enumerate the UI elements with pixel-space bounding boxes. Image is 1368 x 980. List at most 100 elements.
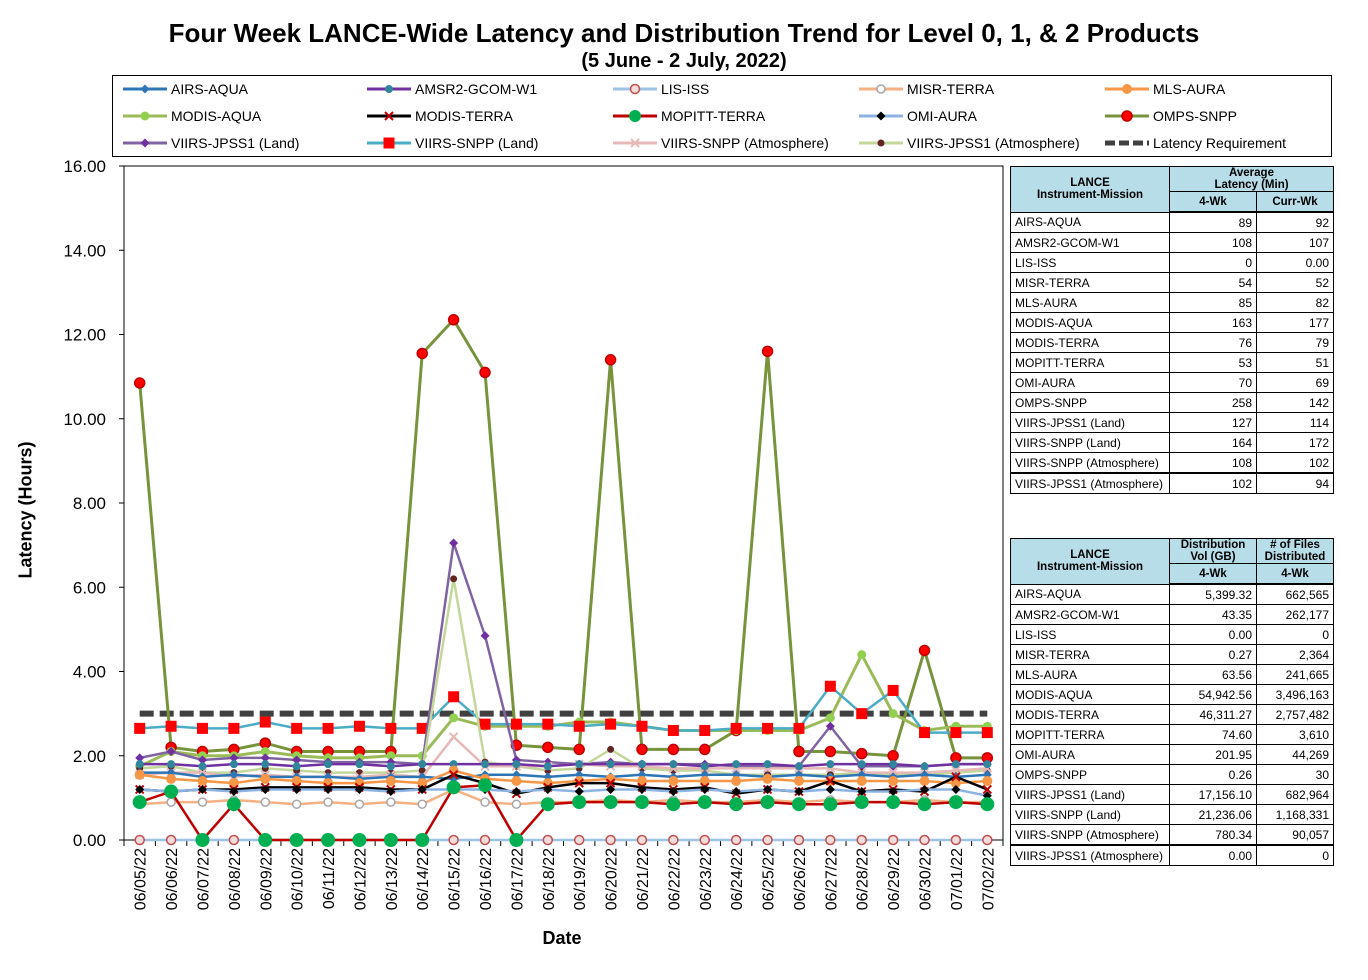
latency-cell-wk4: 53: [1169, 352, 1257, 373]
legend-swatch: [613, 83, 657, 95]
data-point: [134, 769, 145, 780]
latency-cell-curr: 52: [1256, 272, 1334, 293]
data-point: [951, 772, 961, 782]
x-tick-label: 06/26/22: [792, 848, 809, 910]
data-point: [574, 787, 584, 797]
x-tick-label: 06/16/22: [478, 848, 495, 910]
data-point: [448, 691, 460, 703]
data-point: [919, 727, 931, 739]
latency-cell-wk4: 127: [1169, 412, 1257, 433]
data-point: [132, 795, 147, 810]
x-tick-label: 06/15/22: [447, 848, 464, 910]
data-point: [197, 776, 208, 787]
distribution-cell-name: VIIRS-SNPP (Atmosphere): [1010, 824, 1170, 846]
data-point: [478, 778, 493, 793]
data-point: [479, 718, 491, 730]
latency-cell-name: VIIRS-SNPP (Land): [1010, 432, 1170, 453]
distribution-cell-name: AMSR2-GCOM-W1: [1010, 604, 1170, 625]
data-point: [762, 834, 773, 846]
data-point: [857, 650, 867, 660]
data-point: [699, 724, 711, 736]
legend-label: MODIS-TERRA: [415, 108, 513, 124]
legend-swatch: [1105, 140, 1149, 146]
legend-swatch: [1105, 84, 1149, 94]
data-point: [261, 760, 270, 769]
data-point: [448, 769, 459, 780]
data-point: [135, 784, 145, 794]
latency-table-row: VIIRS-JPSS1 (Land) 127 114: [1010, 412, 1334, 433]
data-point: [573, 743, 585, 756]
distribution-cell-files: 44,269: [1256, 744, 1334, 765]
x-tick-label: 06/27/22: [823, 848, 840, 910]
data-point: [418, 766, 426, 774]
latency-cell-name: AMSR2-GCOM-W1: [1010, 232, 1170, 253]
distribution-cell-files: 2,364: [1256, 644, 1334, 665]
latency-cell-curr: 0.00: [1256, 252, 1334, 273]
latency-table-row: AMSR2-GCOM-W1 108 107: [1010, 232, 1334, 253]
latency-cell-name: MLS-AURA: [1010, 292, 1170, 313]
latency-cell-wk4: 164: [1169, 432, 1257, 453]
distribution-table: LANCE Instrument-Mission Distribution Vo…: [1010, 538, 1334, 866]
x-tick-label: 06/17/22: [509, 848, 526, 910]
data-point: [196, 722, 208, 734]
latency-cell-curr: 107: [1256, 232, 1334, 253]
data-point: [386, 787, 396, 797]
legend-marker: [384, 111, 394, 121]
data-point: [198, 762, 207, 771]
data-point: [352, 833, 367, 847]
data-point: [825, 834, 836, 846]
y-tick-label: 16.00: [63, 158, 106, 176]
data-point: [197, 784, 207, 794]
legend-label: LIS-ISS: [661, 81, 710, 97]
data-point: [982, 776, 993, 787]
data-point: [699, 834, 711, 846]
distribution-cell-vol: 43.35: [1169, 604, 1257, 625]
data-point: [260, 753, 270, 763]
data-point: [166, 747, 176, 757]
y-tick-label: 6.00: [73, 578, 106, 597]
data-point: [982, 784, 993, 795]
distribution-table-row: VIIRS-JPSS1 (Land) 17,156.10 682,964: [1010, 784, 1334, 805]
y-tick-label: 10.00: [63, 410, 106, 429]
data-point: [823, 797, 838, 812]
legend-item: VIIRS-JPSS1 (Land): [121, 132, 299, 154]
data-point: [386, 797, 396, 807]
series-line: [139, 684, 988, 734]
header-text: Latency (Min): [1214, 179, 1289, 191]
legend-label: AMSR2-GCOM-W1: [415, 81, 538, 97]
data-point: [762, 722, 774, 734]
data-point: [292, 755, 302, 765]
data-point: [134, 722, 146, 734]
distribution-cell-vol: 74.60: [1169, 724, 1257, 745]
data-point: [354, 799, 365, 809]
data-point: [605, 834, 616, 846]
data-point: [354, 784, 364, 794]
legend-marker: [629, 110, 641, 122]
series-line: [139, 771, 988, 781]
legend-marker: [630, 138, 640, 148]
latency-cell-curr: 92: [1256, 211, 1334, 233]
data-point: [260, 747, 270, 757]
latency-cell-name: MODIS-TERRA: [1010, 332, 1170, 353]
latency-cell-curr: 177: [1256, 312, 1334, 333]
data-point: [165, 720, 177, 732]
data-point: [291, 722, 303, 734]
distribution-cell-files: 2,757,482: [1256, 704, 1334, 725]
distribution-cell-name: VIIRS-SNPP (Land): [1010, 804, 1170, 825]
dist-table-sub-vol: 4-Wk: [1169, 563, 1257, 585]
data-point: [729, 797, 744, 812]
data-point: [950, 834, 962, 846]
latency-cell-name: OMPS-SNPP: [1010, 392, 1170, 413]
data-point: [448, 834, 459, 846]
legend-swatch: [367, 85, 411, 93]
legend-swatch: [367, 111, 411, 121]
latency-cell-wk4: 258: [1169, 392, 1257, 413]
header-text: LANCE: [1070, 177, 1110, 190]
legend-swatch: [859, 111, 903, 121]
data-point: [825, 784, 835, 794]
data-point: [321, 833, 336, 847]
distribution-table-row: VIIRS-SNPP (Atmosphere) 780.34 90,057: [1010, 824, 1334, 846]
data-point: [856, 776, 867, 787]
data-point: [355, 760, 364, 769]
data-point: [542, 718, 554, 730]
